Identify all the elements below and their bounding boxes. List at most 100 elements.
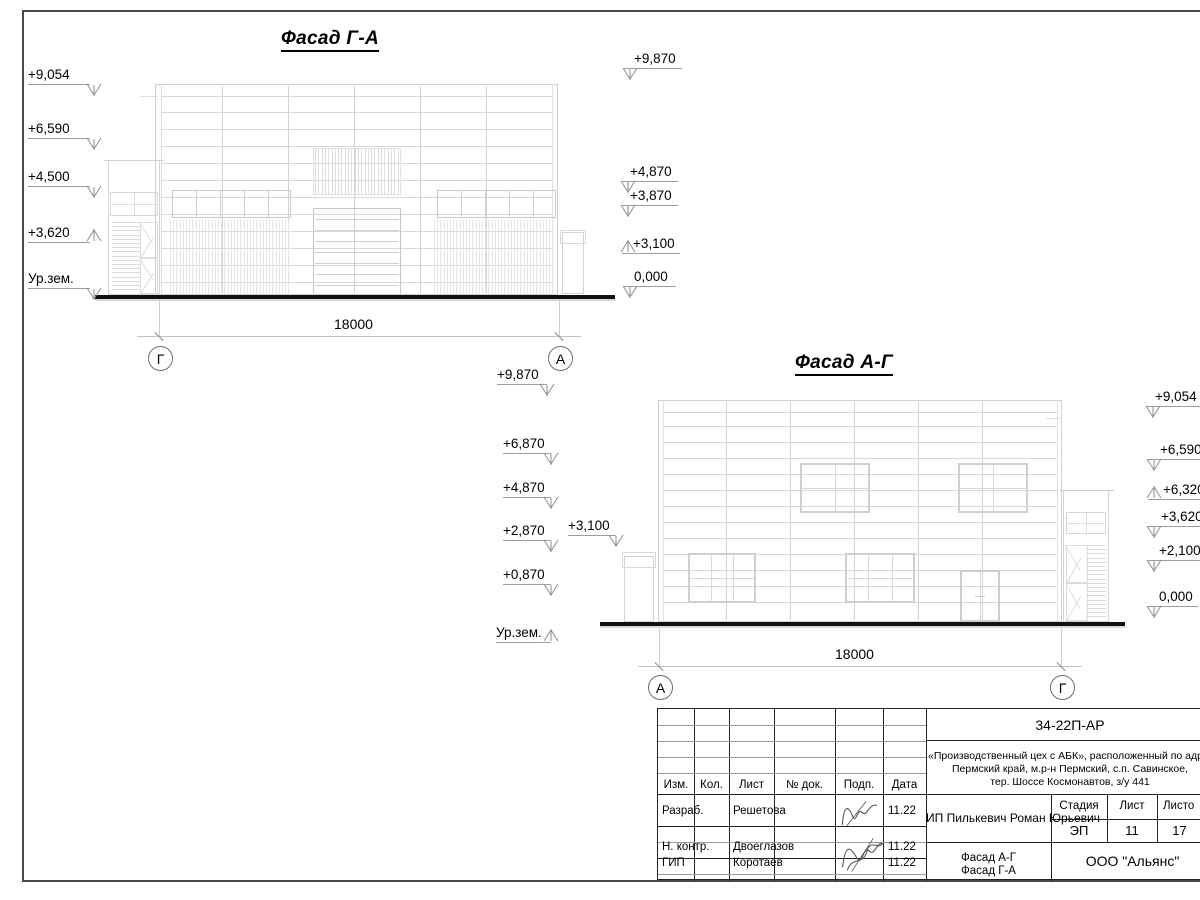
stair-brace-2 <box>140 258 158 294</box>
clad-r-2 <box>440 220 442 294</box>
stair-tread-6 <box>112 247 140 249</box>
tb-sheets-value: 17 <box>1172 823 1187 838</box>
roof-nub-r <box>1046 418 1062 419</box>
vent-slat-3 <box>324 149 326 194</box>
vent-slat-17 <box>371 149 373 194</box>
vent-slat-24 <box>394 149 396 194</box>
clad-l-1 <box>173 220 175 294</box>
clad-l-11 <box>205 220 207 294</box>
annex-right <box>562 232 584 294</box>
clad-l-27 <box>256 220 258 294</box>
clad-l-35 <box>282 220 283 294</box>
panel-joint-r-7 <box>663 522 1057 523</box>
clad-l-5 <box>186 220 187 294</box>
dimension-label-right: 18000 <box>835 646 874 662</box>
stair-tread-9 <box>112 259 140 261</box>
tb-rule-3 <box>774 709 775 881</box>
clad-l-18 <box>227 220 229 294</box>
tb-rule-2 <box>729 709 730 881</box>
ground-shadow-right <box>600 626 1125 628</box>
vent-slat-20 <box>381 149 382 194</box>
tb-object-line3: тер. Шоссе Космонавтов, з/у 441 <box>990 776 1150 788</box>
panel-joint-8 <box>161 231 552 232</box>
tb-name-1: Двоеглазов <box>733 841 795 853</box>
clad-l-2 <box>176 220 178 294</box>
axis-bubble-left-end: А <box>548 346 573 371</box>
ribbon-window-left <box>172 190 291 218</box>
stair-tread-5 <box>112 243 140 244</box>
vent-slat-25 <box>397 149 399 194</box>
clad-r-18 <box>491 220 493 294</box>
axis-bubble-left-start: Г <box>148 346 173 371</box>
annex-left-r <box>624 556 654 622</box>
clad-r-20 <box>498 220 499 294</box>
stair-tread-14 <box>112 280 140 282</box>
window-lower-2-rail-1 <box>847 578 913 579</box>
rw-r-mull-4 <box>533 191 534 217</box>
panel-joint-r-0 <box>663 412 1057 413</box>
clad-r-34 <box>542 220 544 294</box>
window-upper-2-rail-1 <box>960 488 1026 489</box>
vent-slat-8 <box>341 149 343 194</box>
door-rail-1 <box>315 219 399 220</box>
annex-right-canopy <box>560 230 586 244</box>
stair-brace-1 <box>140 222 158 258</box>
tb-rule-4 <box>835 709 836 881</box>
tb-rule-1 <box>694 709 695 881</box>
tb-sheet-header: Лист <box>1119 800 1145 812</box>
clad-l-4 <box>182 220 184 294</box>
tb-row-rule-1 <box>658 826 926 827</box>
tb-col-header-5: Дата <box>891 779 918 791</box>
clad-r-31 <box>533 220 535 294</box>
clad-l-21 <box>237 220 239 294</box>
annex-left-canopy-r <box>622 552 656 568</box>
stair-right-tread-9 <box>1086 582 1106 584</box>
vent-slat-9 <box>344 149 346 194</box>
tb-rule-stage <box>1051 794 1052 842</box>
clad-r-0 <box>434 220 435 294</box>
clad-l-6 <box>189 220 191 294</box>
tb-rule-sheet <box>1107 794 1108 842</box>
clad-r-26 <box>517 220 519 294</box>
stair-right-tread-11 <box>1086 591 1106 593</box>
dimension-label-left: 18000 <box>334 316 373 332</box>
vent-slat-11 <box>351 149 353 194</box>
clad-r-23 <box>507 220 509 294</box>
stair-right-tread-4 <box>1086 561 1106 563</box>
tb-rule-main <box>926 709 927 881</box>
dimension-line-left <box>137 336 581 337</box>
window-upper-2 <box>958 463 1028 513</box>
signature-0 <box>841 801 878 827</box>
clad-l-9 <box>198 220 200 294</box>
window-lower-1 <box>688 553 756 603</box>
clad-r-15 <box>482 220 483 294</box>
facade-right-title: Фасад А-Г <box>795 352 893 376</box>
stair-right-tread-1 <box>1086 549 1106 551</box>
panel-joint-r-3 <box>663 458 1057 459</box>
clad-r-22 <box>504 220 506 294</box>
stair-right-brace-2 <box>1066 583 1088 621</box>
stair-right-tread-5 <box>1086 566 1106 567</box>
tb-stage-header: Стадия <box>1059 800 1099 812</box>
tb-sheet-name-2: Фасад Г-А <box>961 865 1016 877</box>
panel-joint-3 <box>161 146 552 147</box>
panel-mullion-r-3 <box>918 402 919 620</box>
clad-r-25 <box>514 220 515 294</box>
window-upper-1 <box>800 463 870 513</box>
stair-tread-2 <box>112 230 140 232</box>
door-rail-4 <box>315 252 399 253</box>
tb-company: ООО "Альянс" <box>1085 853 1180 869</box>
vent-slat-23 <box>390 149 392 194</box>
clad-l-31 <box>269 220 271 294</box>
clad-r-1 <box>437 220 439 294</box>
tb-rule-5 <box>883 709 884 881</box>
stair-tread-4 <box>112 238 140 240</box>
clad-l-7 <box>192 220 194 294</box>
entrance-door <box>960 570 1000 622</box>
clad-r-16 <box>485 220 487 294</box>
rw-l-mull-2 <box>220 191 221 217</box>
sheet-border <box>22 10 1200 882</box>
tb-date-1: 11.22 <box>888 841 916 853</box>
clad-l-14 <box>214 220 216 294</box>
